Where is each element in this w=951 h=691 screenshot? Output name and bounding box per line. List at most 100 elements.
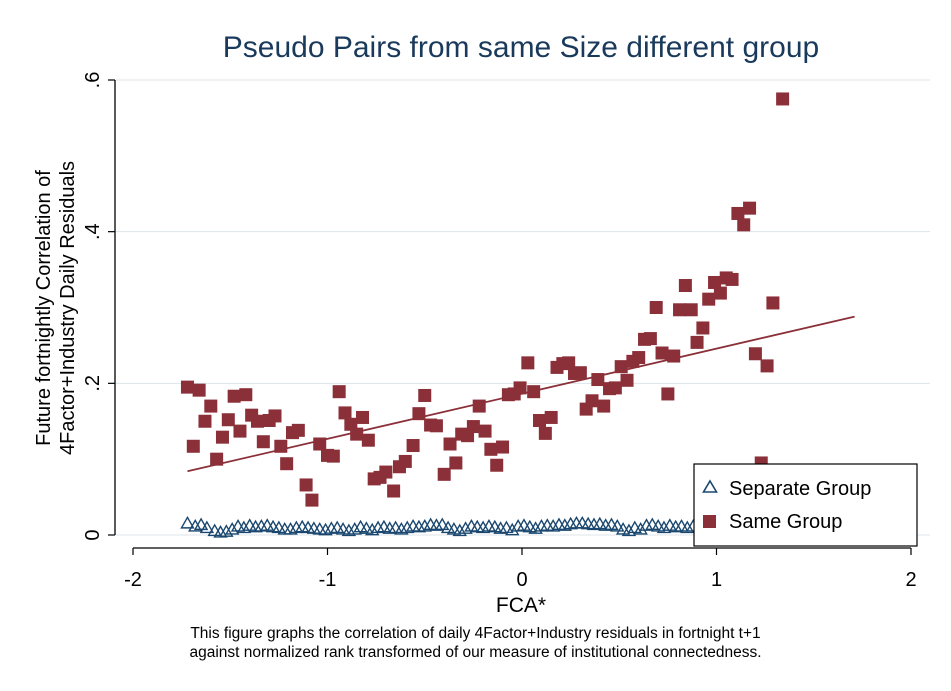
y-tick-label: .6	[82, 72, 104, 89]
separate-group-point	[394, 522, 409, 535]
caption-line-1: This figure graphs the correlation of da…	[190, 625, 761, 642]
same-group-point	[387, 484, 401, 498]
legend-label-same: Same Group	[729, 511, 842, 533]
same-group-point	[696, 321, 710, 335]
same-group-point	[466, 420, 480, 434]
y-axis-ticks: 0 .2 .4 .6	[82, 72, 115, 541]
same-group-point	[192, 383, 206, 397]
separate-group-point	[680, 520, 695, 534]
same-group-point	[667, 349, 681, 363]
y-tick-label: .4	[82, 223, 104, 240]
separate-group-point	[341, 523, 357, 537]
separate-group-point	[236, 520, 252, 534]
y-tick-label: .2	[82, 375, 104, 392]
separate-group-point	[400, 520, 415, 534]
same-group-point	[496, 440, 510, 454]
legend: Separate Group Same Group	[693, 463, 918, 547]
same-group-point	[204, 399, 218, 413]
same-group-point	[708, 275, 722, 289]
same-group-point	[291, 423, 305, 437]
separate-group-point	[224, 522, 240, 535]
same-group-point	[661, 387, 675, 401]
same-group-point	[268, 409, 282, 423]
same-group-point	[412, 407, 426, 421]
same-group-point	[239, 388, 253, 402]
same-group-point	[356, 410, 370, 424]
same-group-point	[731, 206, 745, 220]
separate-group-point	[499, 520, 514, 534]
legend-square-icon	[703, 515, 716, 528]
separate-group-point	[347, 522, 362, 535]
same-group-point	[418, 388, 432, 402]
same-group-point	[655, 346, 669, 360]
same-group-point	[490, 458, 504, 472]
separate-group-point	[219, 524, 234, 537]
x-tick-label: -1	[319, 569, 337, 591]
y-axis-label-line-1: Future fortnightly Correlation of	[33, 170, 55, 446]
same-group-point	[760, 359, 774, 373]
same-group-point	[180, 380, 194, 394]
x-tick-label: -2	[124, 569, 142, 591]
same-group-point	[478, 424, 492, 438]
same-group-point	[406, 439, 420, 453]
same-group-point	[361, 433, 375, 447]
same-group-point	[221, 413, 235, 427]
same-group-point	[690, 335, 704, 349]
same-group-point	[620, 373, 634, 387]
same-group-point	[305, 493, 319, 507]
legend-box	[693, 463, 918, 547]
same-group-point	[472, 399, 486, 413]
same-group-point	[344, 417, 358, 431]
separate-group-point	[188, 518, 203, 532]
y-axis-label-line-2: 4Factor+Industry Daily Residuals	[57, 161, 79, 455]
separate-group-point	[621, 523, 637, 537]
same-group-point	[210, 452, 224, 466]
x-axis-ticks: -2 -1 0 1 2	[124, 548, 917, 591]
same-group-point	[521, 356, 535, 370]
same-group-point	[186, 439, 200, 453]
same-group-point	[614, 360, 628, 374]
same-group-point	[443, 437, 457, 451]
separate-group-point	[610, 518, 625, 532]
separate-group-point	[505, 522, 520, 536]
separate-group-point	[656, 520, 672, 534]
same-group-point	[429, 419, 443, 433]
y-tick-label: 0	[82, 529, 104, 540]
separate-group-series	[180, 515, 701, 538]
same-group-point	[513, 381, 527, 395]
same-group-point	[597, 399, 611, 413]
same-group-point	[484, 442, 498, 456]
same-group-point	[280, 457, 294, 471]
same-group-point	[632, 351, 646, 365]
same-group-point	[591, 373, 605, 387]
same-group-point	[256, 435, 270, 449]
same-group-point	[227, 389, 241, 403]
same-group-point	[533, 413, 547, 427]
x-tick-label: 0	[516, 569, 527, 591]
same-group-point	[527, 385, 541, 399]
same-group-point	[299, 478, 313, 492]
same-group-point	[702, 292, 716, 306]
same-group-point	[338, 406, 352, 420]
legend-triangle-icon	[702, 479, 718, 493]
same-group-point	[544, 410, 558, 424]
separate-group-point	[452, 523, 467, 537]
x-tick-label: 1	[711, 569, 722, 591]
same-group-point	[437, 467, 451, 481]
chart-title: Pseudo Pairs from same Size different gr…	[223, 31, 819, 64]
caption-line-2: against normalized rank transformed of o…	[189, 644, 762, 661]
separate-group-point	[193, 517, 209, 531]
same-group-point	[274, 439, 288, 453]
same-group-point	[673, 303, 687, 317]
same-group-point	[649, 301, 663, 314]
separate-group-point	[475, 520, 491, 534]
same-group-point	[562, 356, 576, 370]
same-group-point	[743, 201, 757, 215]
same-group-point	[573, 366, 587, 380]
x-axis-label: FCA*	[496, 594, 546, 617]
same-group-point	[713, 286, 727, 300]
same-group-point	[737, 218, 751, 232]
same-group-point	[449, 456, 463, 470]
same-group-point	[725, 272, 739, 286]
same-group-point	[643, 332, 657, 346]
